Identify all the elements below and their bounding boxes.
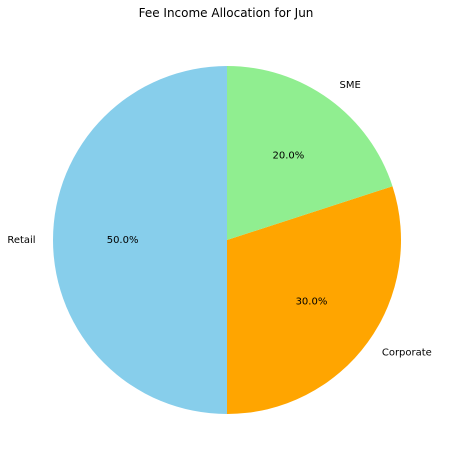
chart-title: Fee Income Allocation for Jun — [139, 6, 314, 20]
category-label-corporate: Corporate — [382, 348, 432, 359]
pie-slice-retail — [53, 66, 227, 414]
pie-slice-sme — [227, 66, 393, 240]
category-label-sme: SME — [340, 80, 361, 91]
pct-label-corporate: 30.0% — [296, 296, 328, 307]
pct-label-retail: 50.0% — [107, 235, 139, 246]
category-label-retail: Retail — [7, 235, 35, 246]
pie-labels: 50.0% Retail 30.0% Corporate 20.0% SME — [7, 80, 432, 358]
pct-label-sme: 20.0% — [272, 151, 304, 162]
pie-slices — [53, 66, 401, 414]
pie-slice-corporate — [227, 186, 401, 414]
